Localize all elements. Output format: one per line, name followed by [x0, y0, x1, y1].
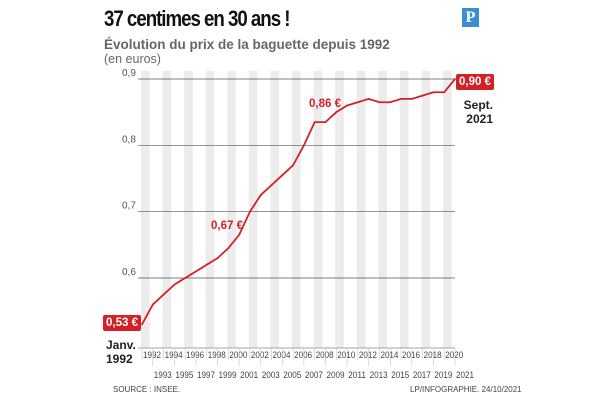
data-point: [454, 78, 456, 80]
x-tick-label: 1993: [154, 370, 172, 381]
year-stripe: [248, 71, 258, 348]
data-point: [346, 104, 348, 107]
x-tick-label: 2001: [240, 370, 258, 381]
chart-subtitle: Évolution du prix de la baguette depuis …: [104, 37, 390, 52]
data-point: [302, 144, 305, 147]
year-stripe: [421, 71, 431, 348]
y-tick-label: 0,7: [122, 201, 136, 212]
unit-label: (en euros): [104, 52, 161, 66]
x-tick-label: 2019: [434, 370, 452, 381]
data-point: [173, 283, 176, 286]
year-stripe: [443, 71, 452, 348]
data-point: [238, 233, 241, 236]
year-stripe: [140, 71, 150, 348]
year-stripe: [313, 71, 323, 348]
x-tick-label: 2015: [391, 370, 409, 381]
data-point: [443, 91, 446, 94]
x-tick-label: 2014: [380, 350, 398, 361]
start-value-label: 0,53 €: [103, 315, 141, 331]
x-tick-label: 2017: [413, 370, 431, 381]
data-point: [389, 101, 392, 104]
y-tick-label: 0,9: [122, 68, 136, 79]
x-tick-label: 2020: [445, 350, 463, 361]
annotation-2001: 0,67 €: [211, 220, 243, 232]
data-point: [400, 98, 402, 100]
x-tick-label: 2018: [424, 350, 442, 361]
data-point: [195, 270, 197, 273]
year-stripe: [399, 71, 409, 348]
data-point: [292, 164, 295, 167]
x-tick-label: 1997: [197, 370, 215, 381]
x-tick-label: 2013: [370, 370, 388, 381]
year-stripe: [162, 71, 172, 348]
x-tick-label: 2021: [456, 370, 474, 381]
start-note-line1: Janv.: [106, 338, 136, 352]
x-tick-label: 1999: [219, 370, 237, 381]
data-point: [335, 111, 338, 114]
end-date-note: Sept. 2021: [463, 98, 493, 126]
end-note-line2: 2021: [466, 112, 493, 126]
source-note: SOURCE : INSEE.: [113, 385, 181, 394]
start-note-line2: 1992: [106, 352, 133, 366]
year-stripe: [292, 71, 301, 348]
x-tick-label: 1992: [143, 350, 161, 361]
year-stripe: [270, 71, 280, 348]
data-point: [205, 263, 208, 266]
y-tick-label: 0,8: [122, 134, 136, 145]
x-tick-label: 2005: [283, 370, 301, 381]
annotation-2011: 0,86 €: [309, 98, 341, 110]
x-tick-label: 2012: [359, 350, 377, 361]
credit-note: LP/INFOGRAPHIE. 24/10/2021: [410, 385, 522, 394]
data-point: [259, 194, 262, 196]
end-value-label: 0,90 €: [456, 74, 494, 90]
year-stripe: [356, 71, 366, 348]
x-tick-label: 2010: [337, 350, 355, 361]
data-point: [281, 174, 284, 177]
data-point: [324, 121, 327, 124]
x-tick-label: 2016: [402, 350, 420, 361]
y-tick-label: 0,6: [122, 267, 136, 278]
x-tick-label: 2000: [229, 350, 247, 361]
x-tick-label: 1994: [165, 350, 183, 361]
x-tick-label: 2002: [251, 350, 269, 361]
data-point: [432, 91, 435, 94]
start-date-note: Janv. 1992: [106, 338, 136, 366]
data-point: [378, 101, 381, 104]
x-tick-label: 2007: [305, 370, 323, 381]
x-tick-label: 2008: [316, 350, 334, 361]
x-tick-label: 1995: [175, 370, 193, 381]
x-tick-label: 1998: [208, 350, 226, 361]
x-tick-label: 2003: [262, 370, 280, 381]
year-stripe: [335, 71, 344, 348]
x-tick-label: 2006: [294, 350, 312, 361]
data-point: [249, 210, 251, 213]
chart-title: 37 centimes en 30 ans !: [104, 6, 290, 31]
year-stripe: [227, 71, 236, 348]
x-tick-label: 2009: [326, 370, 344, 381]
data-point: [227, 247, 230, 250]
data-point: [151, 303, 154, 306]
data-point: [270, 184, 273, 187]
year-stripe: [378, 71, 388, 348]
data-point: [141, 323, 143, 326]
data-point: [367, 98, 370, 100]
data-point: [184, 277, 187, 279]
x-tick-label: 2011: [348, 370, 366, 381]
year-stripe: [184, 71, 193, 348]
data-point: [356, 101, 359, 104]
data-point: [410, 98, 413, 100]
x-tick-label: 1996: [186, 350, 204, 361]
x-tick-label: 2004: [273, 350, 291, 361]
year-stripe: [205, 71, 215, 348]
price-line: [141, 78, 456, 325]
data-point: [162, 293, 165, 296]
data-point: [313, 121, 316, 124]
data-point: [421, 94, 424, 97]
logo: P: [462, 8, 479, 27]
end-note-line1: Sept.: [463, 98, 493, 112]
data-point: [216, 257, 219, 259]
